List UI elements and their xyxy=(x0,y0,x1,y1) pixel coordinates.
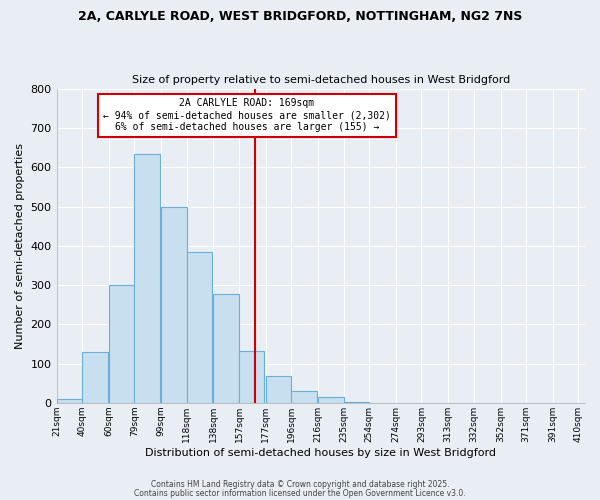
Text: 2A, CARLYLE ROAD, WEST BRIDGFORD, NOTTINGHAM, NG2 7NS: 2A, CARLYLE ROAD, WEST BRIDGFORD, NOTTIN… xyxy=(78,10,522,23)
Bar xyxy=(344,402,369,403)
Bar xyxy=(82,352,107,403)
Bar xyxy=(318,398,344,403)
Bar xyxy=(266,376,291,403)
Text: Contains public sector information licensed under the Open Government Licence v3: Contains public sector information licen… xyxy=(134,488,466,498)
Bar xyxy=(109,285,134,403)
Title: Size of property relative to semi-detached houses in West Bridgford: Size of property relative to semi-detach… xyxy=(131,76,510,86)
Text: 2A CARLYLE ROAD: 169sqm
← 94% of semi-detached houses are smaller (2,302)
6% of : 2A CARLYLE ROAD: 169sqm ← 94% of semi-de… xyxy=(103,98,391,132)
Bar xyxy=(134,154,160,403)
Bar xyxy=(187,252,212,403)
Bar xyxy=(239,350,265,403)
Text: Contains HM Land Registry data © Crown copyright and database right 2025.: Contains HM Land Registry data © Crown c… xyxy=(151,480,449,489)
X-axis label: Distribution of semi-detached houses by size in West Bridgford: Distribution of semi-detached houses by … xyxy=(145,448,496,458)
Bar xyxy=(56,399,82,403)
Y-axis label: Number of semi-detached properties: Number of semi-detached properties xyxy=(15,143,25,349)
Bar xyxy=(291,391,317,403)
Bar xyxy=(214,294,239,403)
Bar xyxy=(161,206,187,403)
